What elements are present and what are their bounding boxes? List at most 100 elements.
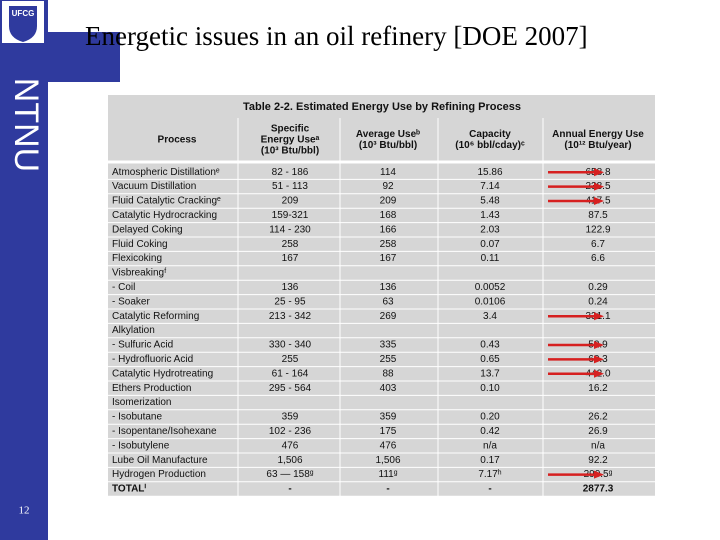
header-cell: Annual Energy Use (552, 129, 644, 140)
header-cell: Average Useᵇ (356, 129, 420, 140)
table-cell: 255 (282, 354, 299, 365)
table-cell: 0.11 (481, 253, 500, 264)
table-cell: 7.14 (480, 181, 500, 192)
table-cell: 0.65 (480, 354, 500, 365)
table-cell: 359 (380, 412, 397, 423)
table-cell: 0.43 (480, 340, 500, 351)
top-bar (48, 32, 120, 82)
arrow-head (594, 470, 604, 479)
table-cell: 209 (282, 196, 299, 207)
table-cell: Atmospheric Distillationᵉ (112, 167, 220, 178)
table-cell: 82 - 186 (272, 167, 309, 178)
table-cell: 159-321 (272, 210, 309, 221)
table-cell: 258 (380, 239, 397, 250)
table-cell: - Isobutylene (112, 440, 170, 451)
table-cell: 335 (380, 340, 397, 351)
table-cell: 6.6 (591, 253, 605, 264)
side-label: NTNU (7, 78, 45, 172)
table-cell: 51 - 113 (272, 181, 308, 192)
table-cell: 2877.3 (583, 484, 614, 495)
header-cell: (10¹² Btu/year) (564, 140, 631, 151)
table-cell: 0.24 (588, 296, 608, 307)
table-cell: 476 (282, 440, 299, 451)
table-cell: Flexicoking (112, 253, 162, 264)
table-cell: 269 (380, 311, 397, 322)
table-cell: 0.0106 (475, 296, 506, 307)
table-cell: 295 - 564 (269, 383, 312, 394)
header-cell: Process (158, 135, 197, 146)
table-cell: 3.4 (483, 311, 497, 322)
table-cell: 0.07 (480, 239, 500, 250)
table-cell: 6.7 (591, 239, 605, 250)
table-cell: 0.10 (480, 383, 500, 394)
table-cell: 1,506 (277, 455, 302, 466)
table-cell: 61 - 164 (272, 368, 309, 379)
table-cell: - Soaker (112, 296, 150, 307)
table-cell: Alkylation (112, 325, 155, 336)
table-cell: 1.43 (480, 210, 500, 221)
arrow-head (594, 341, 604, 349)
header-cell: Specific (271, 124, 310, 135)
table-cell: 16.2 (588, 383, 608, 394)
table-cell: 13.7 (480, 368, 500, 379)
table-cell: 209 (380, 196, 397, 207)
header-cell: Energy Useᵃ (261, 135, 320, 146)
page-number: 12 (19, 505, 30, 517)
table-cell: - Sulfuric Acid (112, 340, 173, 351)
table-cell: Vacuum Distillation (112, 181, 196, 192)
table-cell: - Hydrofluoric Acid (112, 354, 193, 365)
table-cell: 26.2 (588, 412, 608, 423)
table-cell: 136 (380, 282, 397, 293)
slide-title: Energetic issues in an oil refinery [DOE… (85, 21, 588, 51)
table-cell: Catalytic Hydrotreating (112, 368, 213, 379)
side-bar (0, 0, 48, 540)
table-cell: 114 (380, 167, 396, 178)
table-cell: Catalytic Hydrocracking (112, 210, 217, 221)
table-cell: Fluid Coking (112, 239, 168, 250)
table-cell: 122.9 (585, 224, 610, 235)
table-cell: 92.2 (588, 455, 608, 466)
table-caption: Table 2-2. Estimated Energy Use by Refin… (243, 101, 521, 113)
table-cell: Lube Oil Manufacture (112, 455, 208, 466)
table-cell: - Coil (112, 282, 135, 293)
table-cell: 0.20 (480, 412, 500, 423)
table-cell: 63 (382, 296, 394, 307)
table-cell: Hydrogen Production (112, 469, 206, 480)
table-cell: n/a (591, 440, 605, 451)
table-cell: 25 - 95 (274, 296, 306, 307)
table-cell: 168 (380, 210, 397, 221)
arrow-head (594, 197, 604, 205)
table-cell: 26.9 (588, 426, 608, 437)
table-cell: Delayed Coking (112, 224, 183, 235)
table-cell: 167 (282, 253, 299, 264)
table-cell: 136 (282, 282, 299, 293)
table-cell: 88 (382, 368, 394, 379)
arrow-head (594, 355, 604, 364)
arrow-head (594, 369, 604, 378)
table-cell: Catalytic Reforming (112, 311, 199, 322)
table-cell: 0.17 (480, 455, 500, 466)
table-cell: 114 - 230 (269, 224, 311, 235)
table-cell: 92 (382, 181, 394, 192)
table-cell: - Isopentane/Isohexane (112, 426, 217, 437)
table-cell: 175 (380, 426, 397, 437)
table-cell: 258 (282, 239, 299, 250)
table-cell: Isomerization (112, 397, 171, 408)
arrow-head (594, 182, 604, 191)
header-cell: (10⁶ bbl/cday)ᶜ (455, 140, 525, 151)
table-cell: - (488, 484, 491, 495)
table-cell: 213 - 342 (269, 311, 312, 322)
table-cell: 102 - 236 (269, 426, 312, 437)
table-cell: 0.0052 (475, 282, 506, 293)
table-cell: 476 (380, 440, 397, 451)
table-cell: 255 (380, 354, 397, 365)
table-cell: 0.29 (588, 282, 608, 293)
header-cell: (10³ Btu/bbl) (261, 146, 319, 157)
table-cell: 111ᵍ (379, 469, 398, 480)
logo-text: UFCG (12, 9, 35, 18)
table-cell: 1,506 (375, 455, 400, 466)
table-cell: 63 — 158ᵍ (266, 469, 313, 480)
table-cell: 167 (380, 253, 397, 264)
arrow-head (594, 168, 604, 177)
